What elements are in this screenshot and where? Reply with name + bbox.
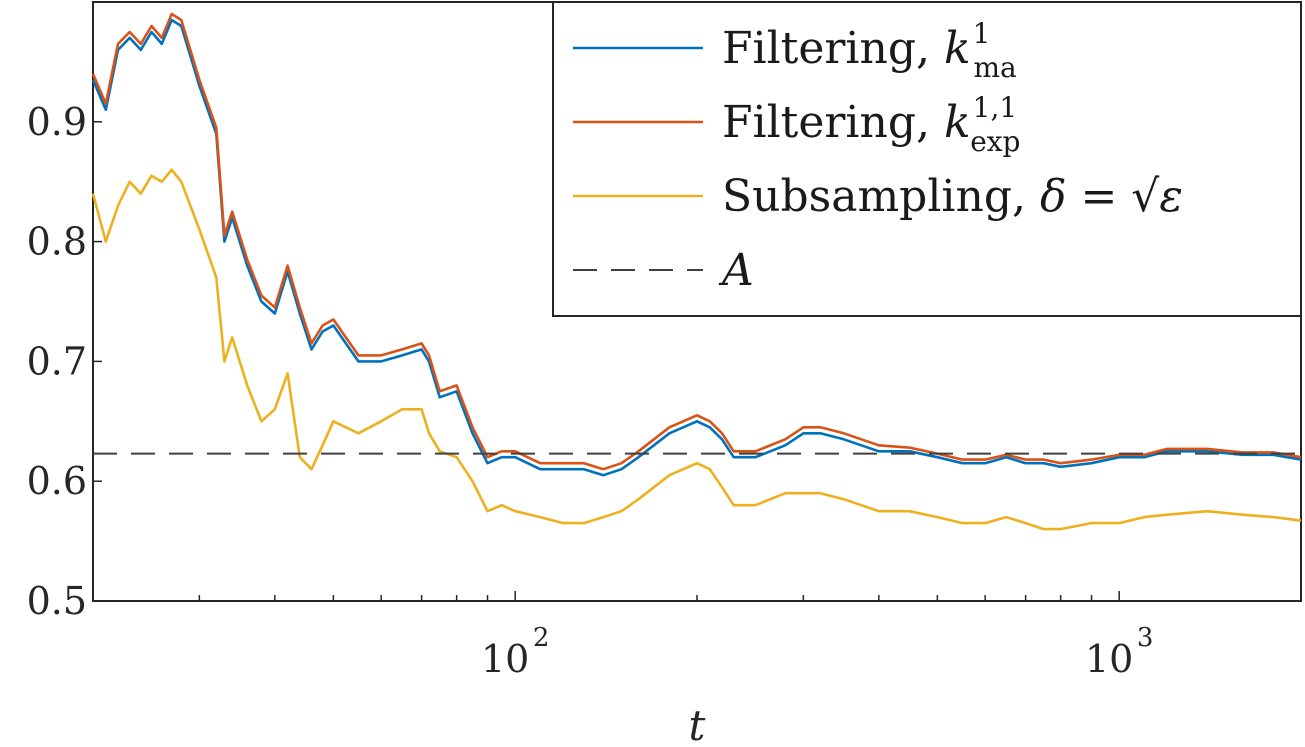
series-line-2 (91, 168, 1302, 531)
x-axis-label: t (689, 701, 706, 747)
legend-entry-1: Filtering, k1,1 exp (722, 91, 1020, 158)
x-tick-exponent: 3 (1137, 623, 1154, 653)
x-tick-label: 10 (1085, 637, 1133, 681)
y-tick-label: 0.9 (27, 100, 87, 144)
y-tick-label: 0.6 (27, 459, 87, 503)
x-tick-exponent: 2 (533, 623, 550, 653)
legend-entry-0: Filtering, k1 ma (722, 17, 1017, 84)
y-axis: 0.5 0.6 0.7 0.8 0.9 (27, 100, 102, 623)
x-tick-label: 10 (481, 637, 529, 681)
legend-entry-3: A (718, 245, 754, 296)
y-tick-label: 0.7 (27, 339, 87, 383)
series-layer (91, 12, 1302, 531)
x-axis: 10 2 10 3 (92, 591, 1302, 681)
y-tick-label: 0.5 (27, 579, 87, 623)
y-tick-label: 0.8 (27, 220, 87, 264)
series-line-1 (91, 12, 1302, 471)
legend-box (552, 1, 1302, 317)
legend: Filtering, k1 ma Filtering, k1,1 exp Subsamp… (552, 1, 1302, 317)
legend-entry-2: Subsampling, δ = √ε (722, 171, 1183, 222)
